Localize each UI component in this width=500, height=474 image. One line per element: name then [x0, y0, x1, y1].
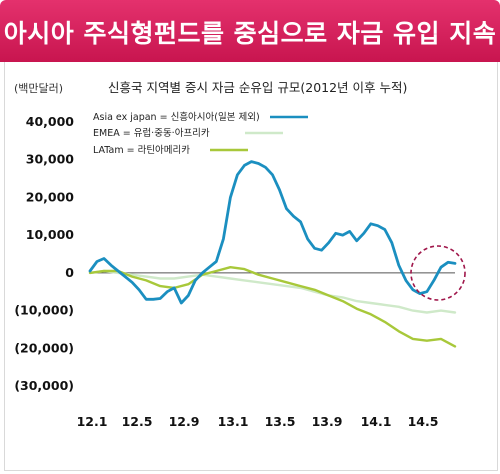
- series-lines: [88, 160, 457, 348]
- y-axis-unit-label: (백만달러): [14, 82, 63, 95]
- page-title: 아시아 주식형펀드를 중심으로 자금 유입 지속: [3, 19, 497, 48]
- chart-subtitle: 신흥국 지역별 증시 자금 순유입 규모(2012년 이후 누적): [108, 80, 407, 95]
- legend-entry-asia: Asia ex japan = 신흥아시아(일본 제외): [93, 111, 308, 123]
- legend: Asia ex japan = 신흥아시아(일본 제외) EMEA = 유럽·중동…: [93, 111, 308, 156]
- legend-label: Asia ex japan = 신흥아시아(일본 제외): [93, 111, 260, 123]
- x-tick-label: 13.5: [265, 414, 296, 429]
- x-tick-label: 12.5: [122, 414, 153, 429]
- chart-panel: [4, 62, 498, 471]
- legend-label: EMEA = 유럽·중동·아프리카: [93, 128, 210, 139]
- y-tick-label: 10,000: [26, 227, 75, 242]
- legend-label: LATam = 라틴아메리카: [93, 145, 190, 156]
- x-tick-label: 12.9: [169, 414, 200, 429]
- series-line-emea: [88, 269, 457, 314]
- highlight-circle: [410, 245, 466, 301]
- y-tick-label: 20,000: [26, 189, 75, 204]
- y-tick-label: 30,000: [26, 152, 75, 167]
- legend-entry-emea: EMEA = 유럽·중동·아프리카: [93, 128, 283, 139]
- y-tick-label: (20,000): [14, 340, 74, 355]
- x-tick-label: 13.9: [312, 414, 343, 429]
- y-tick-label: 40,000: [26, 114, 75, 129]
- y-tick-label: (30,000): [14, 378, 74, 393]
- x-tick-label: 13.1: [218, 414, 249, 429]
- y-tick-label: (10,000): [14, 303, 74, 318]
- legend-entry-latam: LATam = 라틴아메리카: [93, 145, 248, 156]
- series-line-asia: [88, 160, 457, 305]
- x-tick-label: 12.1: [77, 414, 108, 429]
- y-axis-ticks: 40,000 30,000 20,000 10,000 0 (10,000) (20,000…: [14, 114, 74, 393]
- x-axis-ticks: 12.1 12.5 12.9 13.1 13.5 13.9 14.1 14.5: [77, 414, 439, 429]
- y-tick-label: 0: [65, 265, 74, 280]
- series-line-latam: [88, 266, 457, 348]
- title-banner: 아시아 주식형펀드를 중심으로 자금 유입 지속: [0, 0, 500, 62]
- x-tick-label: 14.5: [408, 414, 439, 429]
- x-tick-label: 14.1: [361, 414, 392, 429]
